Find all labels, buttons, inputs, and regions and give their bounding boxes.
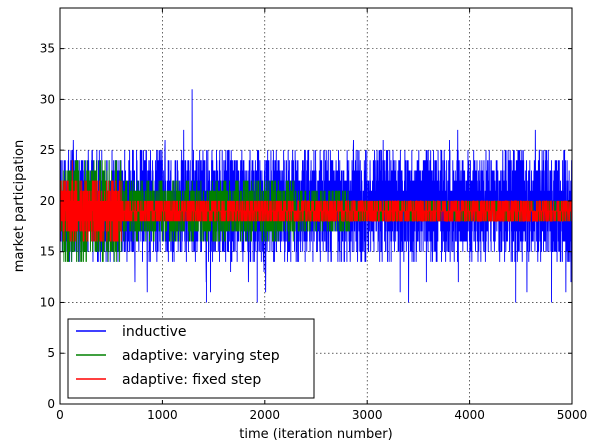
- x-tick-label: 5000: [557, 408, 588, 422]
- tick-layer: 0 1000 2000 3000 4000 5000 0 5 10 15 20 25 30 35: [40, 8, 588, 422]
- x-axis-label: time (iteration number): [239, 427, 392, 442]
- legend-items: inductive adaptive: varying step adaptive:…: [76, 324, 280, 388]
- legend-label: inductive: [122, 324, 187, 340]
- y-tick-label: 0: [47, 397, 55, 411]
- legend: inductive adaptive: varying step adaptive:…: [67, 318, 315, 399]
- series-layer: [60, 89, 572, 303]
- x-tick-label: 0: [56, 408, 64, 422]
- plot-frame: [59, 7, 573, 405]
- x-tick-label: 4000: [454, 408, 485, 422]
- y-tick-label: 35: [40, 42, 55, 56]
- x-tick-label: 2000: [250, 408, 281, 422]
- y-tick-label: 25: [40, 143, 55, 157]
- x-tick-label: 1000: [147, 408, 178, 422]
- series-line-adaptive-fixed-step: [60, 160, 572, 242]
- y-tick-label: 30: [40, 92, 55, 106]
- y-tick-label: 5: [47, 346, 55, 360]
- legend-box: [67, 318, 315, 399]
- y-axis-label: market participation: [12, 140, 27, 272]
- x-tick-label: 3000: [352, 408, 383, 422]
- legend-label: adaptive: fixed step: [122, 372, 261, 388]
- legend-label: adaptive: varying step: [122, 348, 280, 364]
- y-tick-label: 10: [40, 295, 55, 309]
- y-tick-label: 15: [40, 245, 55, 259]
- y-tick-label: 20: [40, 194, 55, 208]
